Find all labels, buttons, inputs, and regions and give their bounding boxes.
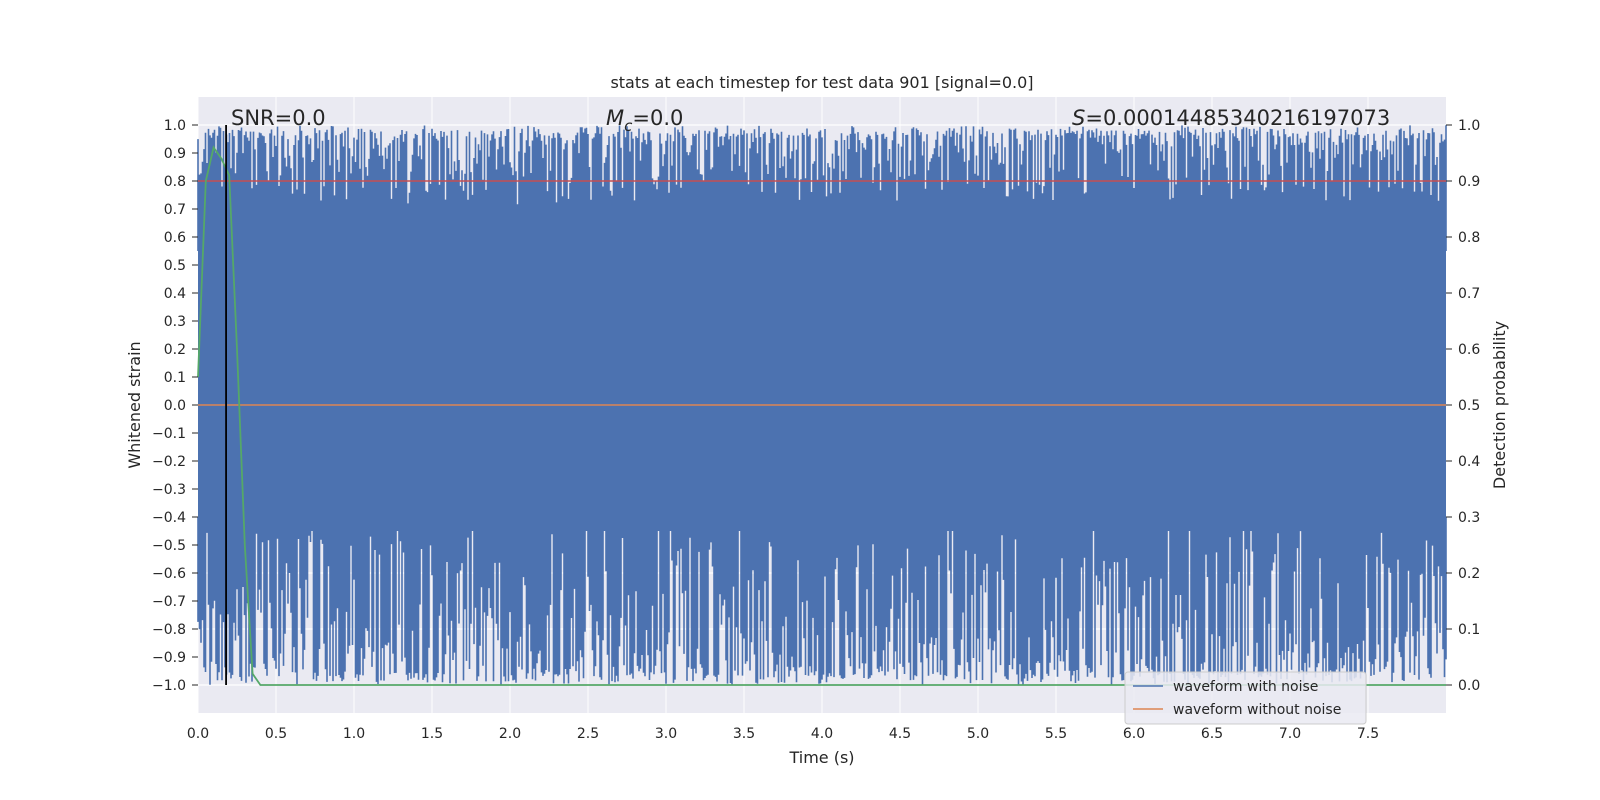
y-tick-label: 0.0 [164, 398, 186, 414]
x-tick-label: 3.5 [733, 726, 755, 742]
noise-band-lower [197, 517, 1447, 685]
mc-symbol: M [606, 106, 624, 130]
mc-subscript: c [624, 117, 633, 135]
y-right-tick-label: 0.2 [1458, 566, 1480, 582]
y-right-tick-label: 0.9 [1458, 174, 1480, 190]
x-tick-label: 2.0 [499, 726, 521, 742]
waveform-with-noise-series [197, 125, 1447, 685]
y-tick-label: 1.0 [164, 118, 186, 134]
y-tick-label: 0.5 [164, 258, 186, 274]
y-tick-label: −1.0 [152, 678, 186, 694]
chart-title: stats at each timestep for test data 901… [610, 73, 1033, 92]
y-tick-label: −0.8 [152, 622, 186, 638]
y-right-tick-label: 1.0 [1458, 118, 1480, 134]
x-tick-label: 5.0 [967, 726, 989, 742]
x-tick-label: 0.5 [265, 726, 287, 742]
x-tick-label: 5.5 [1045, 726, 1067, 742]
y-tick-label: −0.9 [152, 650, 186, 666]
snr-annotation: SNR=0.0 [231, 106, 326, 130]
y-tick-label: 0.7 [164, 202, 186, 218]
x-tick-label: 4.0 [811, 726, 833, 742]
y-tick-label: 0.1 [164, 370, 186, 386]
y-right-tick-label: 0.5 [1458, 398, 1480, 414]
x-tick-label: 1.5 [421, 726, 443, 742]
y-tick-label: 0.9 [164, 146, 186, 162]
noise-band-upper [197, 125, 1447, 251]
y-tick-label: −0.6 [152, 566, 186, 582]
y-right-tick-label: 0.6 [1458, 342, 1480, 358]
y-right-tick-label: 0.1 [1458, 622, 1480, 638]
mc-annotation: Mc=0.0 [606, 106, 683, 135]
ticks: 0.0 0.5 1.0 1.5 2.0 2.5 3.0 3.5 4.0 4.5 5.0 5.5 6.0 6… [152, 118, 1480, 742]
y-tick-label: 0.2 [164, 342, 186, 358]
y-tick-label: 0.6 [164, 230, 186, 246]
y-tick-label: 0.4 [164, 286, 186, 302]
x-tick-label: 3.0 [655, 726, 677, 742]
s-symbol: S [1072, 106, 1085, 130]
x-tick-label: 7.5 [1357, 726, 1379, 742]
detection-probability-line [197, 145, 1446, 686]
legend: waveform with noise waveform without noi… [1124, 671, 1367, 725]
x-axis-label: Time (s) [788, 748, 854, 767]
y-tick-label: −0.7 [152, 594, 186, 610]
mc-value: =0.0 [632, 106, 683, 130]
legend-box [1124, 671, 1367, 725]
y-right-tick-label: 0.0 [1458, 678, 1480, 694]
y-right-tick-label: 0.4 [1458, 454, 1480, 470]
x-tick-label: 0.0 [187, 726, 209, 742]
y-tick-label: −0.4 [152, 510, 186, 526]
y-tick-label: −0.3 [152, 482, 186, 498]
legend-entry-no-noise: waveform without noise [1173, 702, 1341, 718]
y-tick-label: 0.3 [164, 314, 186, 330]
x-tick-label: 2.5 [577, 726, 599, 742]
s-annotation: S=0.00014485340216197073 [1072, 106, 1390, 130]
y-tick-label: 0.8 [164, 174, 186, 190]
s-value: =0.00014485340216197073 [1085, 106, 1390, 130]
lines-layer [197, 125, 1446, 686]
y-tick-label: −0.2 [152, 454, 186, 470]
y-axis-label: Whitened strain [125, 341, 144, 468]
noise-band-core [198, 231, 1446, 531]
x-tick-label: 7.0 [1279, 726, 1301, 742]
y-right-tick-label: 0.8 [1458, 230, 1480, 246]
x-tick-label: 6.5 [1201, 726, 1223, 742]
y-tick-label: −0.1 [152, 426, 186, 442]
x-tick-label: 4.5 [889, 726, 911, 742]
y-tick-label: −0.5 [152, 538, 186, 554]
x-tick-label: 6.0 [1123, 726, 1145, 742]
y-axis-right-label: Detection probability [1490, 321, 1509, 489]
legend-entry-noise: waveform with noise [1173, 679, 1318, 695]
y-right-tick-label: 0.3 [1458, 510, 1480, 526]
y-right-tick-label: 0.7 [1458, 286, 1480, 302]
x-tick-label: 1.0 [343, 726, 365, 742]
